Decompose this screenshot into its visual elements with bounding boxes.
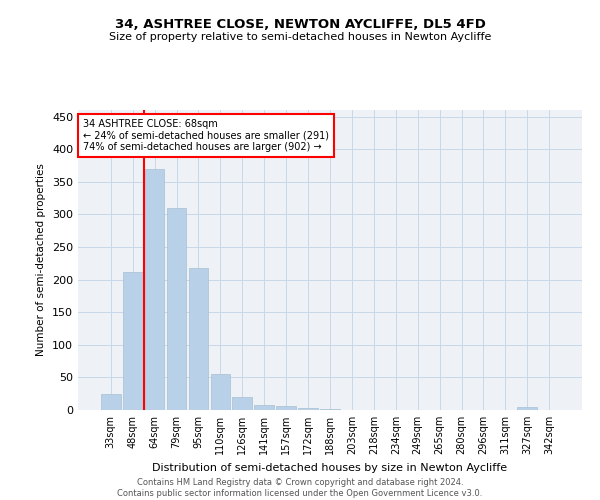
- Bar: [517, 408, 537, 410]
- Bar: [298, 408, 318, 410]
- Bar: [232, 397, 252, 410]
- Y-axis label: Number of semi-detached properties: Number of semi-detached properties: [37, 164, 46, 356]
- Text: 34, ASHTREE CLOSE, NEWTON AYCLIFFE, DL5 4FD: 34, ASHTREE CLOSE, NEWTON AYCLIFFE, DL5 …: [115, 18, 485, 30]
- Bar: [101, 394, 121, 410]
- Text: 34 ASHTREE CLOSE: 68sqm
← 24% of semi-detached houses are smaller (291)
74% of s: 34 ASHTREE CLOSE: 68sqm ← 24% of semi-de…: [83, 119, 329, 152]
- Bar: [211, 374, 230, 410]
- Text: Contains HM Land Registry data © Crown copyright and database right 2024.
Contai: Contains HM Land Registry data © Crown c…: [118, 478, 482, 498]
- Bar: [167, 208, 187, 410]
- X-axis label: Distribution of semi-detached houses by size in Newton Aycliffe: Distribution of semi-detached houses by …: [152, 462, 508, 472]
- Bar: [254, 405, 274, 410]
- Bar: [188, 268, 208, 410]
- Bar: [145, 168, 164, 410]
- Bar: [276, 406, 296, 410]
- Text: Size of property relative to semi-detached houses in Newton Aycliffe: Size of property relative to semi-detach…: [109, 32, 491, 42]
- Bar: [123, 272, 143, 410]
